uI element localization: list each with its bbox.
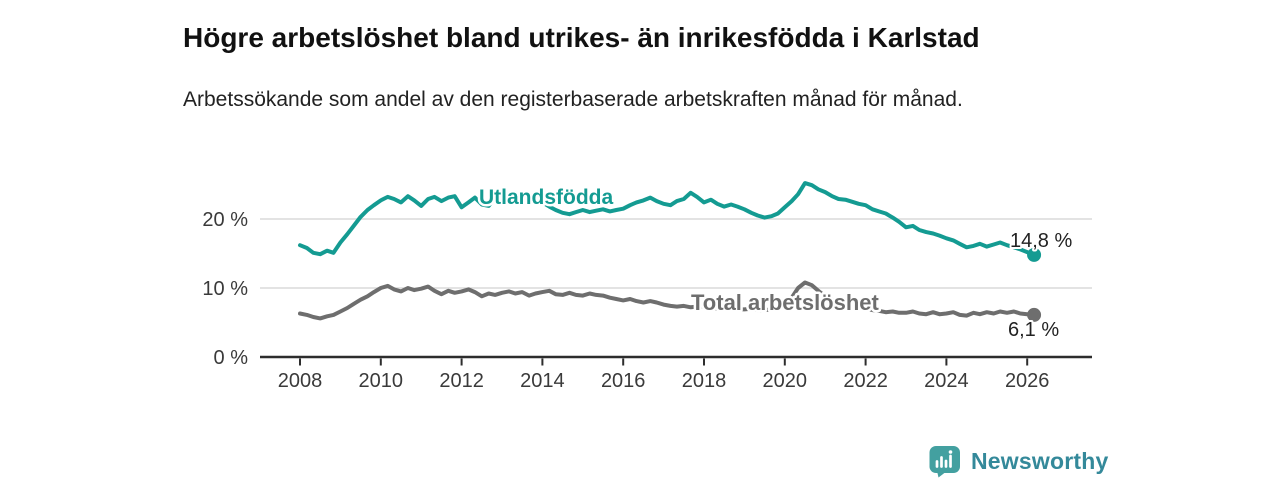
y-axis-labels: 0 % 10 % 20 % [202, 209, 248, 369]
y-tick-label: 20 % [202, 209, 248, 231]
x-tick-label: 2010 [359, 370, 404, 392]
x-tick-label: 2022 [843, 370, 888, 392]
y-tick-label: 0 % [214, 347, 249, 369]
series-lines [298, 181, 1037, 321]
x-tick-label: 2026 [1005, 370, 1049, 392]
series-label-total-arbetsl-shet: Total arbetslöshet [691, 290, 880, 315]
bar-chart-glyph [935, 454, 952, 468]
series-label-utlandsf-dda: Utlandsfödda [479, 186, 613, 209]
series-end-markers: 14,8 % 6,1 % [1006, 228, 1074, 343]
x-tick-label: 2008 [278, 370, 323, 392]
y-tick-label: 10 % [202, 278, 248, 300]
x-tick-label: 2014 [520, 370, 565, 392]
x-tick-label: 2018 [682, 370, 727, 392]
x-tick-label: 2020 [763, 370, 808, 392]
series-end-dot-utlandsf-dda [1027, 247, 1042, 262]
series-end-dot-total-arbetsl-shet [1027, 307, 1042, 322]
newsworthy-logo: Newsworthy [928, 443, 1108, 479]
series-end-value-utlandsf-dda: 14,8 % [1010, 230, 1072, 252]
newsworthy-icon [929, 445, 960, 477]
series-labels: Utlandsfödda Total arbetslöshet [477, 184, 883, 318]
series-line-total-arbetsl-shet [298, 280, 1037, 321]
chart-title: Högre arbetslöshet bland utrikes- än inr… [183, 21, 980, 53]
chart-subtitle: Arbetssökande som andel av den registerb… [183, 88, 963, 111]
x-tick-label: 2012 [439, 370, 484, 392]
line-chart: 0 % 10 % 20 % 2008 2010 2012 2014 2016 2018 2020… [202, 181, 1092, 392]
series-line-utlandsf-dda [298, 181, 1037, 257]
newsworthy-wordmark: Newsworthy [971, 447, 1109, 474]
gridlines [260, 218, 1092, 289]
series-end-value-total-arbetsl-shet: 6,1 % [1008, 319, 1059, 341]
x-tick-label: 2024 [924, 370, 969, 392]
x-axis-ticks [299, 358, 1029, 366]
x-axis-labels: 2008 2010 2012 2014 2016 2018 2020 2022 2024 2026 [278, 370, 1050, 392]
x-tick-label: 2016 [601, 370, 646, 392]
